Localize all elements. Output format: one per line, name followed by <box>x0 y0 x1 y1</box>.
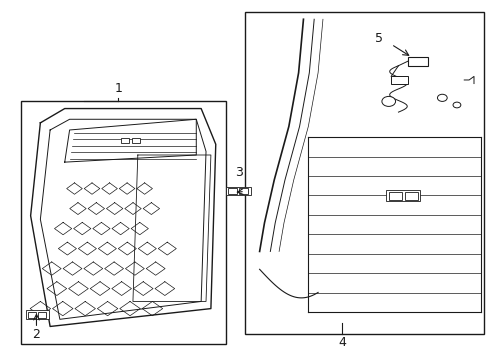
Bar <box>239 188 248 194</box>
Bar <box>389 192 402 200</box>
Circle shape <box>382 96 395 107</box>
Bar <box>121 138 129 143</box>
Bar <box>408 57 428 66</box>
Bar <box>28 312 36 318</box>
Bar <box>225 187 251 195</box>
Text: 4: 4 <box>339 336 346 349</box>
Bar <box>245 12 484 334</box>
Bar <box>38 312 46 318</box>
Bar <box>386 190 420 201</box>
Circle shape <box>453 102 461 108</box>
Bar <box>405 192 418 200</box>
Bar <box>132 138 140 143</box>
Bar <box>391 76 408 84</box>
Text: 1: 1 <box>114 82 122 95</box>
Text: 2: 2 <box>32 328 40 341</box>
Bar <box>21 102 225 344</box>
Bar <box>26 310 49 319</box>
Text: 5: 5 <box>375 32 383 45</box>
Circle shape <box>438 94 447 102</box>
Text: 3: 3 <box>235 166 243 179</box>
Bar <box>228 188 237 194</box>
